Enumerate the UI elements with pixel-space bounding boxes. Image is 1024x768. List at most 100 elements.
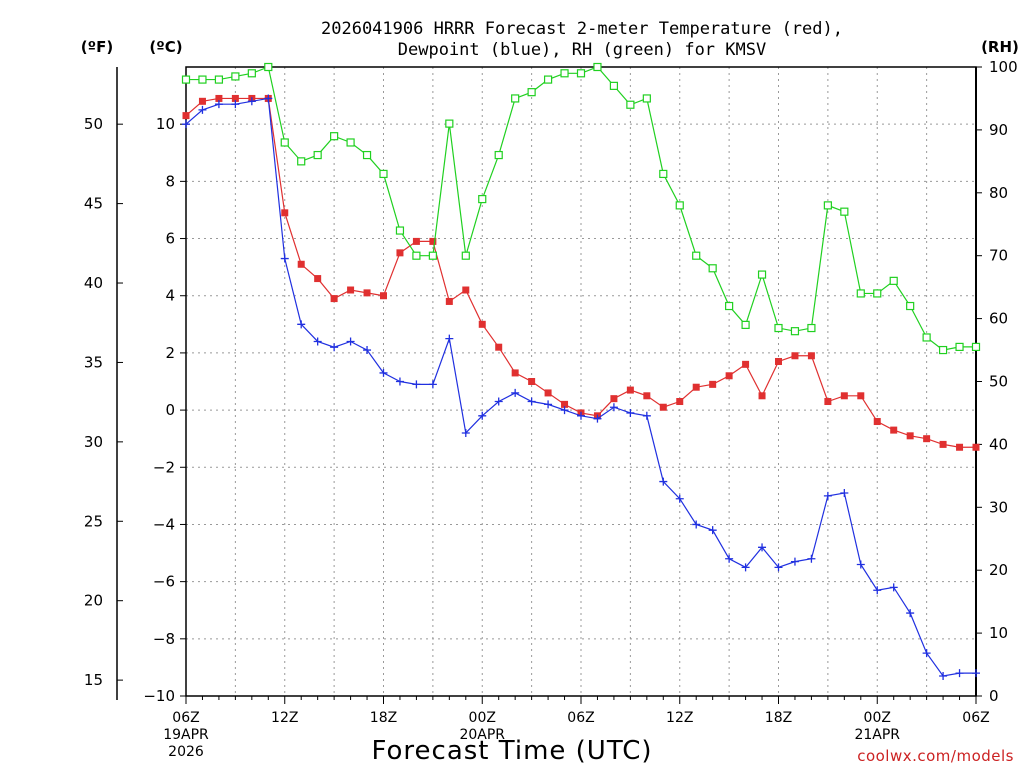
- celsius-tick-label: 6: [165, 230, 175, 248]
- rh-unit-label: (RH): [981, 38, 1019, 56]
- rh-tick-label: 20: [989, 561, 1008, 579]
- data-point: [297, 157, 306, 166]
- series-rh: [181, 62, 981, 355]
- data-point: [873, 418, 881, 426]
- x-tick-label: 00Z: [864, 710, 891, 726]
- data-point: [544, 400, 553, 409]
- data-point: [543, 75, 553, 84]
- data-point: [725, 301, 734, 311]
- data-point: [198, 105, 207, 114]
- data-point: [692, 520, 701, 529]
- data-point: [708, 526, 717, 535]
- data-point: [231, 100, 240, 109]
- series-dewpoint: [182, 94, 980, 680]
- data-point: [214, 100, 223, 109]
- data-point: [939, 440, 947, 448]
- x-axis-label: Forecast Time (UTC): [371, 736, 652, 766]
- data-point: [807, 554, 816, 563]
- data-point: [182, 112, 190, 120]
- x-tick-label: 18Z: [370, 710, 397, 726]
- data-point: [395, 377, 404, 386]
- data-point: [297, 260, 305, 268]
- data-point: [379, 169, 388, 179]
- data-point: [215, 94, 223, 102]
- celsius-tick-label: −8: [153, 630, 175, 648]
- data-point: [823, 201, 832, 210]
- x-tick-label: 2026: [168, 744, 204, 760]
- rh-tick-label: 30: [989, 498, 1008, 516]
- data-point: [823, 491, 832, 500]
- celsius-tick-label: 10: [156, 115, 175, 133]
- data-point: [741, 563, 750, 572]
- data-point: [264, 62, 273, 72]
- x-tick-label: 12Z: [271, 710, 298, 726]
- data-point: [807, 323, 816, 333]
- data-point: [840, 207, 849, 216]
- data-point: [495, 343, 503, 351]
- data-point: [675, 494, 684, 503]
- data-point: [281, 209, 289, 217]
- data-point: [461, 428, 470, 437]
- data-point: [576, 69, 586, 78]
- data-point: [906, 432, 914, 440]
- celsius-tick-label: −4: [153, 515, 175, 533]
- x-tick-label: 12Z: [666, 710, 693, 726]
- data-point: [609, 403, 618, 412]
- data-point: [890, 426, 898, 434]
- data-point: [280, 138, 289, 147]
- data-point: [659, 169, 668, 179]
- data-point: [774, 563, 783, 572]
- chart-title-line-2: Dewpoint (blue), RH (green) for KMSV: [398, 40, 766, 60]
- fahrenheit-tick-label: 40: [84, 274, 103, 292]
- data-point: [330, 343, 339, 352]
- data-point: [428, 380, 437, 389]
- data-point: [313, 337, 322, 346]
- data-point: [412, 237, 420, 245]
- data-point: [182, 120, 190, 129]
- data-point: [527, 88, 536, 97]
- data-point: [972, 443, 980, 451]
- data-point: [494, 150, 503, 160]
- rh-tick-label: 80: [989, 184, 1008, 202]
- data-point: [692, 251, 701, 260]
- data-point: [972, 669, 980, 678]
- celsius-tick-label: 4: [165, 287, 175, 305]
- data-point: [461, 251, 470, 260]
- rh-tick-label: 10: [989, 624, 1008, 642]
- rh-tick-label: 90: [989, 121, 1008, 139]
- data-point: [346, 337, 355, 346]
- data-point: [708, 264, 717, 273]
- data-point: [330, 132, 339, 141]
- data-point: [577, 411, 585, 420]
- data-point: [528, 378, 536, 385]
- data-point: [527, 397, 536, 406]
- data-point: [692, 383, 700, 391]
- data-point: [626, 386, 634, 394]
- data-point: [560, 69, 569, 78]
- data-point: [396, 249, 404, 257]
- data-point: [214, 75, 224, 84]
- data-point: [906, 609, 915, 618]
- data-point: [297, 320, 306, 329]
- celsius-unit-label: (ºC): [149, 38, 182, 56]
- data-point: [511, 94, 520, 103]
- data-point: [593, 414, 602, 423]
- data-point: [561, 400, 569, 408]
- data-point: [247, 97, 256, 106]
- x-tick-label: 06Z: [567, 710, 594, 726]
- x-tick-label: 19APR: [163, 727, 209, 743]
- data-point: [725, 554, 734, 563]
- data-point: [347, 286, 355, 294]
- data-point: [955, 669, 964, 678]
- data-point: [676, 398, 684, 406]
- data-point: [938, 345, 948, 355]
- data-point: [923, 435, 931, 443]
- data-point: [889, 583, 898, 592]
- data-point: [313, 150, 322, 160]
- data-point: [363, 346, 372, 355]
- data-point: [412, 251, 421, 260]
- celsius-tick-label: −10: [143, 687, 175, 705]
- data-point: [445, 297, 453, 305]
- fahrenheit-tick-label: 20: [84, 592, 103, 610]
